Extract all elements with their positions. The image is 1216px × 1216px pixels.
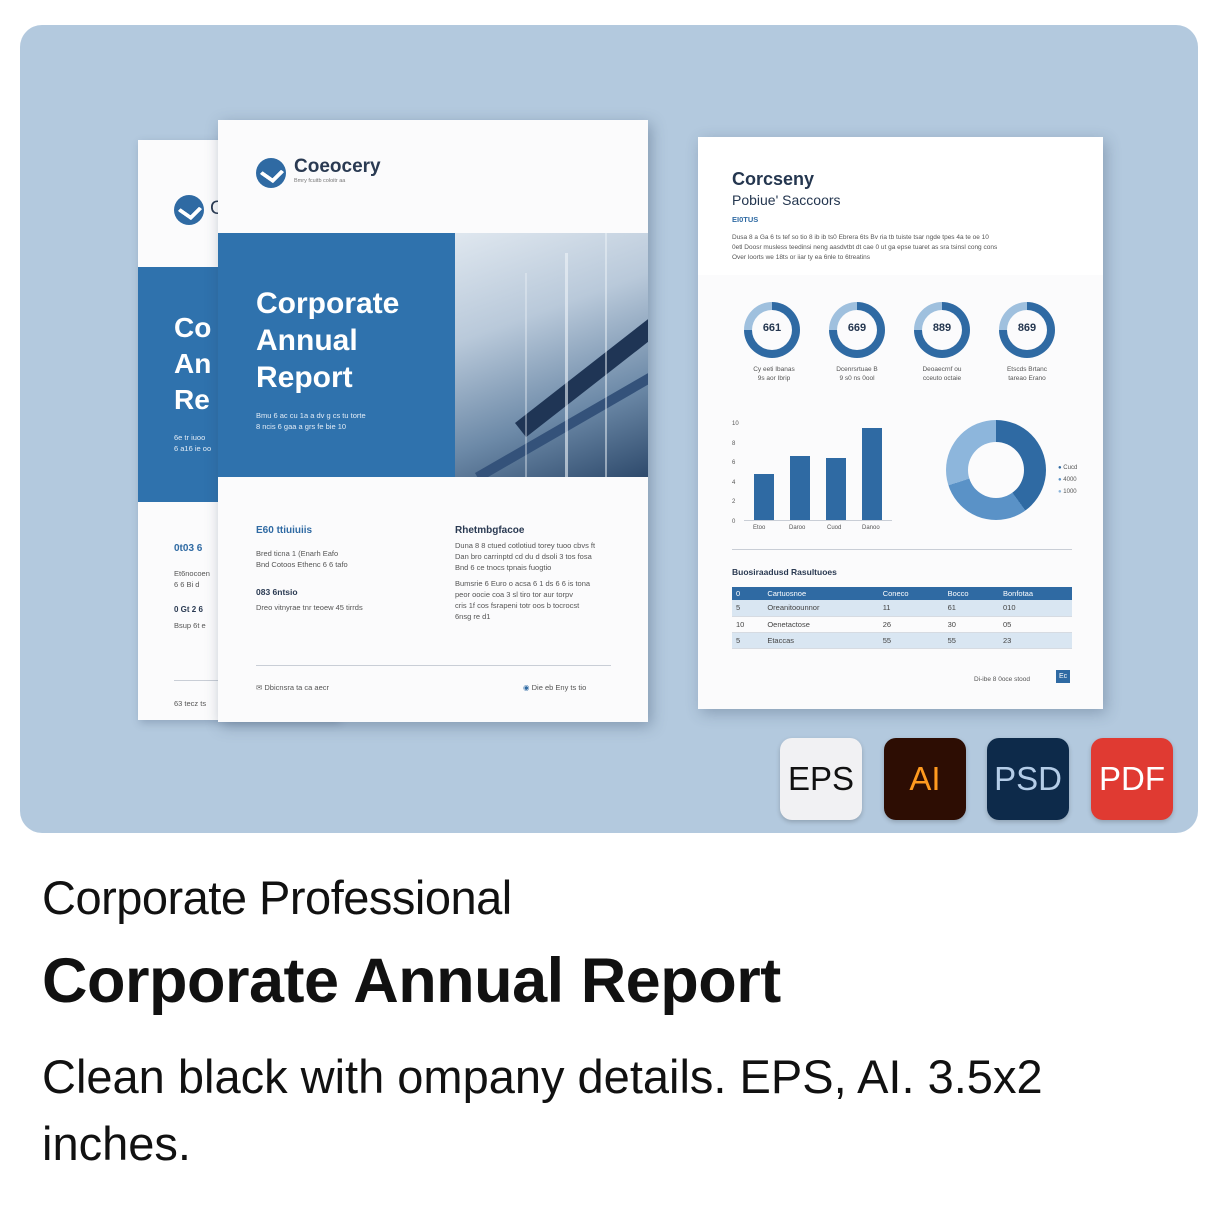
inner-title: Corcseny [732, 169, 815, 189]
building-photo [455, 233, 648, 477]
chart-category: Cuod [827, 525, 842, 531]
chart-bar [862, 428, 882, 520]
front-cover-page: Coeocery Bmry fcuitb coloitr aa Corporat… [218, 120, 648, 722]
inner-subtitle: Pobiue' Saccoors [732, 192, 841, 208]
kpi-donut [914, 302, 970, 358]
format-badge-pdf: PDF [1091, 738, 1173, 820]
back-cover-line: Bsup 6t e [174, 621, 206, 630]
chart-category: Etoo [753, 525, 766, 531]
inner-label: EI0TUS [732, 215, 759, 224]
format-badge-ai: AI [884, 738, 966, 820]
table-header: Bonfotaa [999, 587, 1072, 600]
brand-tagline: Bmry fcuitb coloitr aa [294, 178, 346, 184]
back-cover-footer: 63 tecz ts [174, 699, 207, 708]
chart-y-ticks: 10 8 6 4 2 0 [732, 421, 739, 525]
chart-bar [754, 474, 774, 520]
kpi-caption: Dcenrsrtuae B 9 s0 ns 0ool [836, 366, 878, 382]
kpi-value: 889 [932, 322, 952, 334]
cover-left-heading-2: 083 6ntsio [256, 587, 298, 597]
preview-stage: C Co An Re 6e tr iuoo 6 a16 ie oo 0t03 6… [20, 25, 1198, 833]
chart-category: Danoo [862, 525, 880, 531]
table-header: Coneco [878, 587, 944, 600]
chart-bar [790, 456, 810, 520]
chart-category: Daroo [789, 525, 806, 531]
inner-report-page: Corcseny Pobiue' Saccoors EI0TUS Dusa 8 … [698, 137, 1103, 709]
cover-right-text: Duna 8 8 ctued cotlotiud torey tuoo cbvs… [455, 541, 596, 572]
cover-intro: Bmu 6 ac cu 1a a dv g cs tu torte 8 ncis… [256, 411, 366, 431]
kpi-value: 661 [762, 322, 782, 334]
front-cover-title-band [218, 233, 455, 477]
cover-footer-right: ◉ Die eb Eny ts tio [523, 683, 587, 692]
product-category: Corporate Professional [42, 871, 512, 924]
company-logo-icon [174, 195, 204, 225]
back-cover-heading-2: 0 Gt 2 6 [174, 605, 203, 614]
kpi-caption: Cy eeti Ibanas 9s aor Ibrip [753, 366, 795, 382]
inner-paragraph: Dusa 8 a Ga 6 ts tef so tio 8 ib ib ts0 … [732, 234, 998, 261]
product-title: Corporate Annual Report [42, 946, 781, 1016]
format-badge-eps: EPS [780, 738, 862, 820]
back-cover-title: Co An Re [174, 312, 212, 415]
kpi-donut [829, 302, 885, 358]
table-title: Buosiraadusd Rasultuoes [732, 567, 837, 577]
donut-legend: ● Cucd ● 4000 ● 1000 [1058, 465, 1078, 495]
format-badge-psd: PSD [987, 738, 1069, 820]
brand-name: Coeocery [294, 156, 381, 177]
cover-left-text-2: Dreo vitnyrae tnr teoew 45 tirrds [256, 603, 363, 612]
mail-icon: ✉ [256, 683, 263, 692]
table-row: 5 Oreanitoounnor 11 61 010 [732, 600, 1072, 617]
kpi-donut [999, 302, 1055, 358]
results-table: 0 Cartuosnoe Coneco Bocco Bonfotaa 5 Ore… [732, 587, 1072, 649]
table-row: 5 Etaccas 55 55 23 [732, 632, 1072, 649]
table-header: Bocco [943, 587, 999, 600]
back-cover-heading: 0t03 6 [174, 543, 203, 554]
inner-footer: Di-ibe 8 0oce stood [974, 676, 1031, 683]
kpi-donut [744, 302, 800, 358]
kpi-value: 669 [847, 322, 867, 334]
globe-icon: ◉ [523, 683, 530, 692]
cover-right-heading: Rhetmbgfacoe [455, 525, 525, 536]
kpi-caption: Etscds Brtanc tareao Erano [1006, 366, 1048, 382]
kpi-value: 869 [1017, 322, 1037, 334]
cover-left-text: Bred ticna 1 (Enarh Eafo Bnd Cotoos Ethe… [256, 549, 348, 569]
donut-chart [946, 420, 1046, 520]
company-logo-icon [256, 158, 286, 188]
cover-title: Corporate Annual Report [256, 287, 400, 394]
cover-footer-left: ✉ Dbicnsra ta ca aecr [256, 683, 330, 692]
kpi-caption: Deoaecrnf ou cceuto octaie [922, 366, 962, 382]
cover-right-text-2: Bumsrie 6 Euro o acsa 6 1 ds 6 6 is tona… [455, 579, 591, 621]
cover-left-heading: E60 ttiuiuiis [256, 525, 313, 536]
table-header: Cartuosnoe [763, 587, 879, 600]
table-header: 0 [732, 587, 764, 600]
product-description: Clean black with ompany details. EPS, AI… [42, 1050, 1043, 1170]
table-row: 10 Oenetactose 26 30 05 [732, 616, 1072, 633]
chart-bar [826, 458, 846, 520]
inner-footer-page: Ec [1056, 670, 1071, 683]
